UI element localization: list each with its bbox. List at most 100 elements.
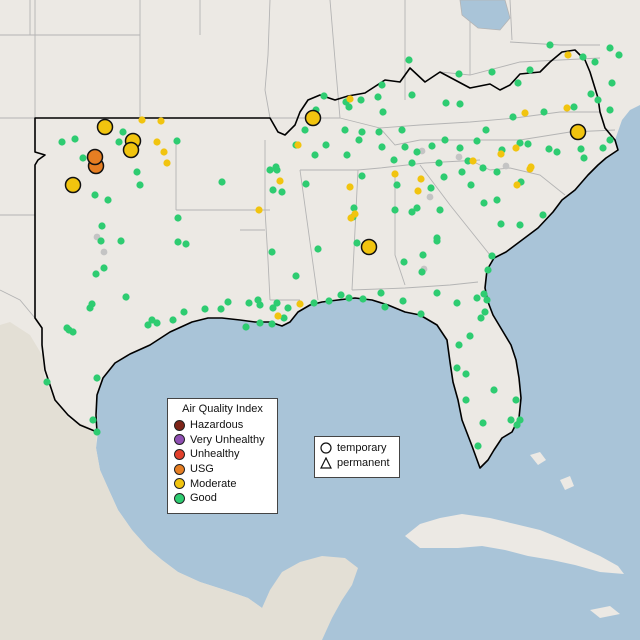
monitor-marker-good[interactable] bbox=[272, 163, 280, 171]
monitor-marker-good[interactable] bbox=[133, 168, 141, 176]
monitor-marker-good[interactable] bbox=[353, 239, 361, 247]
monitor-marker-good[interactable] bbox=[524, 140, 532, 148]
monitor-marker-good[interactable] bbox=[92, 270, 100, 278]
monitor-marker-good[interactable] bbox=[440, 173, 448, 181]
monitor-marker-good[interactable] bbox=[606, 106, 614, 114]
monitor-marker-good[interactable] bbox=[546, 41, 554, 49]
monitor-marker-good[interactable] bbox=[509, 113, 517, 121]
monitor-marker-good[interactable] bbox=[405, 56, 413, 64]
monitor-marker-good[interactable] bbox=[314, 245, 322, 253]
monitor-marker-moderate[interactable] bbox=[521, 109, 529, 117]
monitor-marker-good[interactable] bbox=[456, 100, 464, 108]
monitor-marker-good[interactable] bbox=[408, 159, 416, 167]
monitor-marker-good[interactable] bbox=[117, 237, 125, 245]
monitor-marker-good[interactable] bbox=[400, 258, 408, 266]
monitor-marker-good[interactable] bbox=[217, 305, 225, 313]
monitor-marker-good[interactable] bbox=[606, 136, 614, 144]
monitor-marker-good[interactable] bbox=[606, 44, 614, 52]
monitor-marker-good[interactable] bbox=[153, 319, 161, 327]
monitor-marker-good[interactable] bbox=[256, 319, 264, 327]
monitor-marker-good[interactable] bbox=[358, 128, 366, 136]
monitor-marker-good[interactable] bbox=[311, 151, 319, 159]
monitor-marker-good[interactable] bbox=[480, 199, 488, 207]
monitor-marker-moderate[interactable] bbox=[391, 170, 399, 178]
monitor-marker-moderate[interactable] bbox=[294, 141, 302, 149]
monitor-marker-good[interactable] bbox=[357, 96, 365, 104]
monitor-marker-good[interactable] bbox=[69, 328, 77, 336]
monitor-marker-good[interactable] bbox=[345, 103, 353, 111]
monitor-marker-good[interactable] bbox=[579, 53, 587, 61]
monitor-marker-good[interactable] bbox=[63, 324, 71, 332]
monitor-marker-good[interactable] bbox=[433, 289, 441, 297]
monitor-marker-good[interactable] bbox=[477, 314, 485, 322]
monitor-marker-good[interactable] bbox=[391, 206, 399, 214]
temporary-monitor-marker-moderate[interactable] bbox=[64, 176, 82, 194]
monitor-marker-good[interactable] bbox=[408, 91, 416, 99]
monitor-marker-good[interactable] bbox=[507, 416, 515, 424]
monitor-marker-good[interactable] bbox=[516, 139, 524, 147]
monitor-marker-good[interactable] bbox=[462, 370, 470, 378]
monitor-marker-good[interactable] bbox=[493, 168, 501, 176]
monitor-marker-good[interactable] bbox=[479, 419, 487, 427]
monitor-marker-good[interactable] bbox=[615, 51, 623, 59]
monitor-marker-moderate[interactable] bbox=[497, 150, 505, 158]
temporary-monitor-marker-moderate[interactable] bbox=[122, 141, 140, 159]
monitor-marker-moderate[interactable] bbox=[513, 181, 521, 189]
monitor-marker-good[interactable] bbox=[418, 268, 426, 276]
monitor-marker-good[interactable] bbox=[242, 323, 250, 331]
monitor-marker-good[interactable] bbox=[526, 66, 534, 74]
monitor-marker-good[interactable] bbox=[570, 103, 578, 111]
monitor-marker-moderate[interactable] bbox=[351, 210, 359, 218]
monitor-marker-good[interactable] bbox=[480, 290, 488, 298]
monitor-marker-good[interactable] bbox=[79, 154, 87, 162]
monitor-marker-good[interactable] bbox=[71, 135, 79, 143]
monitor-marker-good[interactable] bbox=[513, 421, 521, 429]
monitor-marker-good[interactable] bbox=[488, 68, 496, 76]
monitor-marker-good[interactable] bbox=[100, 264, 108, 272]
monitor-marker-good[interactable] bbox=[104, 196, 112, 204]
monitor-marker-good[interactable] bbox=[378, 81, 386, 89]
monitor-marker-nodata[interactable] bbox=[426, 193, 434, 201]
monitor-marker-good[interactable] bbox=[381, 303, 389, 311]
monitor-marker-good[interactable] bbox=[182, 240, 190, 248]
monitor-marker-good[interactable] bbox=[497, 220, 505, 228]
monitor-marker-good[interactable] bbox=[435, 159, 443, 167]
monitor-marker-good[interactable] bbox=[453, 299, 461, 307]
monitor-marker-good[interactable] bbox=[512, 396, 520, 404]
monitor-marker-good[interactable] bbox=[442, 99, 450, 107]
monitor-marker-good[interactable] bbox=[577, 145, 585, 153]
monitor-marker-moderate[interactable] bbox=[276, 177, 284, 185]
monitor-marker-good[interactable] bbox=[413, 204, 421, 212]
monitor-marker-good[interactable] bbox=[337, 291, 345, 299]
monitor-marker-moderate[interactable] bbox=[414, 187, 422, 195]
monitor-marker-good[interactable] bbox=[280, 314, 288, 322]
monitor-marker-good[interactable] bbox=[375, 128, 383, 136]
monitor-marker-good[interactable] bbox=[545, 145, 553, 153]
monitor-marker-good[interactable] bbox=[474, 442, 482, 450]
monitor-marker-good[interactable] bbox=[482, 126, 490, 134]
monitor-marker-nodata[interactable] bbox=[455, 153, 463, 161]
monitor-marker-good[interactable] bbox=[399, 297, 407, 305]
monitor-marker-good[interactable] bbox=[292, 272, 300, 280]
monitor-marker-good[interactable] bbox=[379, 108, 387, 116]
monitor-marker-good[interactable] bbox=[393, 181, 401, 189]
monitor-marker-moderate[interactable] bbox=[138, 116, 146, 124]
monitor-marker-good[interactable] bbox=[122, 293, 130, 301]
monitor-marker-good[interactable] bbox=[93, 374, 101, 382]
monitor-marker-moderate[interactable] bbox=[153, 138, 161, 146]
monitor-marker-good[interactable] bbox=[325, 297, 333, 305]
monitor-marker-good[interactable] bbox=[359, 295, 367, 303]
monitor-marker-moderate[interactable] bbox=[255, 206, 263, 214]
monitor-marker-good[interactable] bbox=[514, 79, 522, 87]
monitor-marker-good[interactable] bbox=[245, 299, 253, 307]
monitor-marker-moderate[interactable] bbox=[274, 312, 282, 320]
monitor-marker-good[interactable] bbox=[322, 141, 330, 149]
monitor-marker-good[interactable] bbox=[466, 332, 474, 340]
monitor-marker-good[interactable] bbox=[479, 164, 487, 172]
monitor-marker-good[interactable] bbox=[401, 143, 409, 151]
monitor-marker-good[interactable] bbox=[408, 208, 416, 216]
monitor-marker-moderate[interactable] bbox=[564, 51, 572, 59]
monitor-marker-nodata[interactable] bbox=[100, 248, 108, 256]
monitor-marker-good[interactable] bbox=[419, 251, 427, 259]
monitor-marker-moderate[interactable] bbox=[563, 104, 571, 112]
